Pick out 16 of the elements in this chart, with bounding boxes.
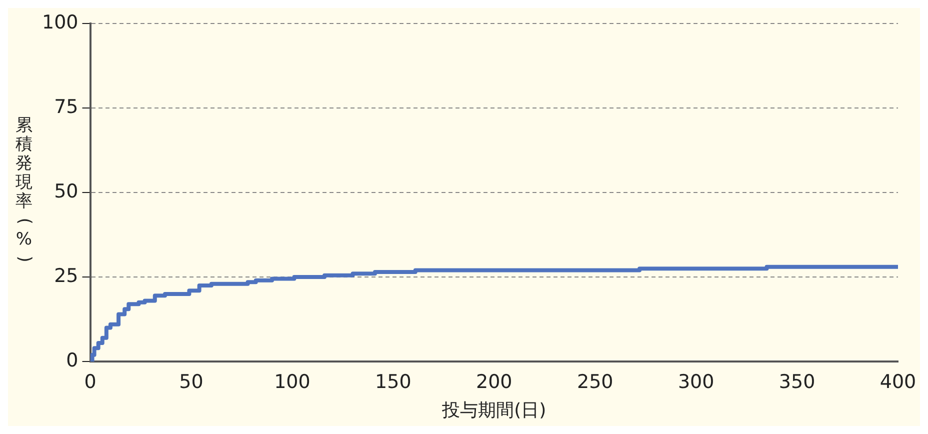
x-tick-label: 200 — [476, 370, 512, 393]
x-tick-label: 400 — [880, 370, 916, 393]
x-axis-title: 投与期間(日) — [441, 400, 546, 421]
x-tick-label: 250 — [576, 370, 614, 393]
y-tick-label: 100 — [42, 11, 78, 34]
x-tick-label: 50 — [179, 370, 204, 393]
y-tick-label: 0 — [66, 350, 78, 372]
x-tick-label: 300 — [678, 370, 714, 393]
x-tick-label: 0 — [84, 370, 96, 393]
y-tick-label: 75 — [54, 96, 78, 118]
x-tick-label: 150 — [375, 370, 412, 393]
x-tick-label: 100 — [274, 370, 310, 393]
x-tick-label: 350 — [778, 370, 816, 393]
y-tick-label: 25 — [54, 264, 78, 287]
y-tick-label: 50 — [54, 180, 78, 202]
y-axis-title: 累積発現率(%) — [14, 115, 35, 262]
